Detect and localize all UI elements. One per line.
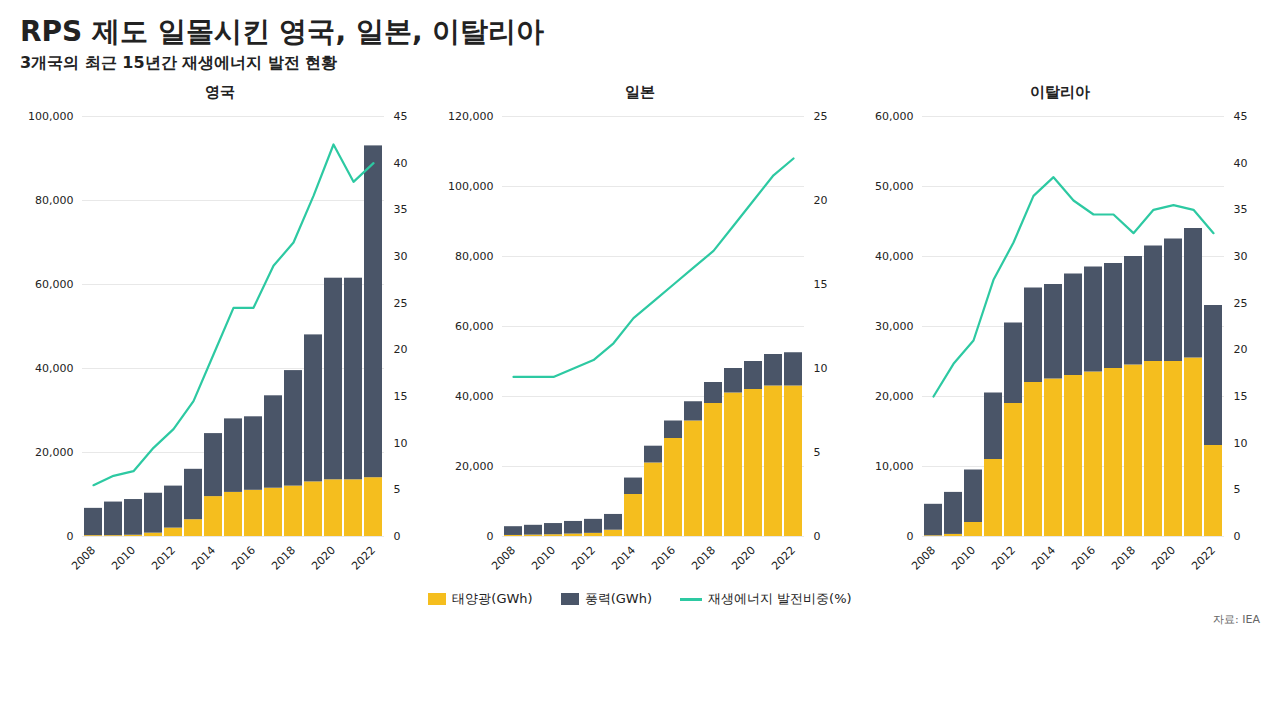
svg-text:0: 0: [1234, 530, 1241, 543]
svg-text:2012: 2012: [149, 544, 178, 573]
html-text:RPS 제도 일몰시킨 영국, 일본, 이탈리아: RPS 제도 일몰시킨 영국, 일본, 이탈리아: [20, 15, 545, 48]
svg-text:2020: 2020: [1149, 544, 1178, 573]
svg-text:45: 45: [1234, 110, 1248, 123]
svg-text:2018: 2018: [1109, 544, 1138, 573]
svg-text:40: 40: [1234, 157, 1248, 170]
svg-text:20: 20: [814, 194, 828, 207]
svg-text:2008: 2008: [909, 544, 938, 573]
svg-text:2022: 2022: [349, 544, 378, 573]
svg-text:30: 30: [394, 250, 408, 263]
html-text:풍력(GWh): 풍력(GWh): [584, 591, 652, 606]
html-text:재생에너지 발전비중(%): 재생에너지 발전비중(%): [708, 591, 852, 606]
svg-text:35: 35: [1234, 203, 1248, 216]
svg-text:2012: 2012: [989, 544, 1018, 573]
svg-text:25: 25: [814, 110, 828, 123]
svg-text:5: 5: [1234, 483, 1241, 496]
svg-text:60,000: 60,000: [875, 110, 914, 123]
svg-text:2018: 2018: [689, 544, 718, 573]
svg-text:0: 0: [907, 530, 914, 543]
svg-text:2010: 2010: [529, 544, 558, 573]
svg-text:35: 35: [394, 203, 408, 216]
svg-text:2020: 2020: [309, 544, 338, 573]
svg-text:60,000: 60,000: [35, 278, 74, 291]
svg-text:0: 0: [67, 530, 74, 543]
svg-text:2018: 2018: [269, 544, 298, 573]
svg-text:25: 25: [1234, 297, 1248, 310]
svg-text:2014: 2014: [1029, 544, 1058, 573]
svg-text:0: 0: [487, 530, 494, 543]
svg-text:45: 45: [394, 110, 408, 123]
svg-text:2010: 2010: [109, 544, 138, 573]
html-text:일본: 일본: [625, 83, 655, 101]
svg-text:60,000: 60,000: [455, 320, 494, 333]
svg-text:40,000: 40,000: [35, 362, 74, 375]
html-text:3개국의 최근 15년간 재생에너지 발전 현황: 3개국의 최근 15년간 재생에너지 발전 현황: [20, 53, 338, 72]
svg-text:50,000: 50,000: [875, 180, 914, 193]
svg-text:2016: 2016: [1069, 544, 1098, 573]
svg-text:20: 20: [394, 343, 408, 356]
svg-text:80,000: 80,000: [35, 194, 74, 207]
svg-text:2012: 2012: [569, 544, 598, 573]
svg-text:40,000: 40,000: [875, 250, 914, 263]
svg-text:40: 40: [394, 157, 408, 170]
svg-text:10,000: 10,000: [875, 460, 914, 473]
svg-text:2016: 2016: [229, 544, 258, 573]
svg-text:40,000: 40,000: [455, 390, 494, 403]
svg-text:10: 10: [394, 437, 408, 450]
svg-text:25: 25: [394, 297, 408, 310]
html-text:태양광(GWh): 태양광(GWh): [452, 591, 533, 606]
svg-text:80,000: 80,000: [455, 250, 494, 263]
svg-text:5: 5: [394, 483, 401, 496]
svg-text:15: 15: [1234, 390, 1248, 403]
svg-text:20: 20: [1234, 343, 1248, 356]
svg-text:15: 15: [394, 390, 408, 403]
svg-text:0: 0: [814, 530, 821, 543]
svg-text:30,000: 30,000: [875, 320, 914, 333]
html-text:자료: IEA: 자료: IEA: [1213, 613, 1260, 626]
svg-text:20,000: 20,000: [35, 446, 74, 459]
svg-text:2014: 2014: [189, 544, 218, 573]
svg-text:120,000: 120,000: [448, 110, 494, 123]
svg-text:2014: 2014: [609, 544, 638, 573]
svg-text:2008: 2008: [489, 544, 518, 573]
svg-text:0: 0: [394, 530, 401, 543]
svg-text:100,000: 100,000: [448, 180, 494, 193]
svg-text:10: 10: [1234, 437, 1248, 450]
svg-text:30: 30: [1234, 250, 1248, 263]
svg-text:20,000: 20,000: [455, 460, 494, 473]
svg-text:2016: 2016: [649, 544, 678, 573]
svg-text:2022: 2022: [1189, 544, 1218, 573]
svg-text:100,000: 100,000: [28, 110, 74, 123]
html-text:이탈리아: 이탈리아: [1030, 83, 1090, 101]
svg-text:20,000: 20,000: [875, 390, 914, 403]
svg-text:10: 10: [814, 362, 828, 375]
svg-text:2020: 2020: [729, 544, 758, 573]
svg-text:2022: 2022: [769, 544, 798, 573]
svg-text:15: 15: [814, 278, 828, 291]
svg-text:2010: 2010: [949, 544, 978, 573]
svg-text:5: 5: [814, 446, 821, 459]
html-text:영국: 영국: [205, 83, 235, 101]
svg-text:2008: 2008: [69, 544, 98, 573]
